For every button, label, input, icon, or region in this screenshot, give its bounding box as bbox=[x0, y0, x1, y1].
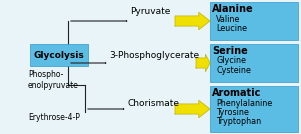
Text: Erythrose-4-P: Erythrose-4-P bbox=[28, 113, 80, 122]
Text: Phenylalanine: Phenylalanine bbox=[216, 98, 272, 107]
Text: Chorismate: Chorismate bbox=[127, 100, 179, 109]
Text: 3-Phosphoglycerate: 3-Phosphoglycerate bbox=[109, 51, 199, 59]
Polygon shape bbox=[196, 58, 206, 68]
Text: Tryptophan: Tryptophan bbox=[216, 118, 261, 126]
Text: Serine: Serine bbox=[213, 46, 248, 56]
Polygon shape bbox=[199, 12, 210, 30]
FancyBboxPatch shape bbox=[210, 2, 298, 40]
Text: Valine: Valine bbox=[216, 14, 240, 23]
Text: Pyruvate: Pyruvate bbox=[130, 8, 170, 16]
Text: Glycine: Glycine bbox=[216, 57, 246, 66]
FancyBboxPatch shape bbox=[210, 86, 298, 132]
Text: Cysteine: Cysteine bbox=[216, 66, 251, 75]
Text: Tyrosine: Tyrosine bbox=[216, 108, 249, 117]
Polygon shape bbox=[199, 100, 210, 118]
FancyBboxPatch shape bbox=[210, 44, 298, 82]
Text: Glycolysis: Glycolysis bbox=[34, 51, 84, 59]
Polygon shape bbox=[206, 54, 210, 72]
Text: Leucine: Leucine bbox=[216, 24, 247, 33]
Polygon shape bbox=[175, 104, 199, 114]
Text: Alanine: Alanine bbox=[213, 4, 254, 14]
Text: Aromatic: Aromatic bbox=[213, 88, 262, 98]
Text: Phospho-
enolpyruvate: Phospho- enolpyruvate bbox=[28, 70, 79, 90]
FancyBboxPatch shape bbox=[30, 44, 88, 66]
Polygon shape bbox=[175, 16, 199, 26]
